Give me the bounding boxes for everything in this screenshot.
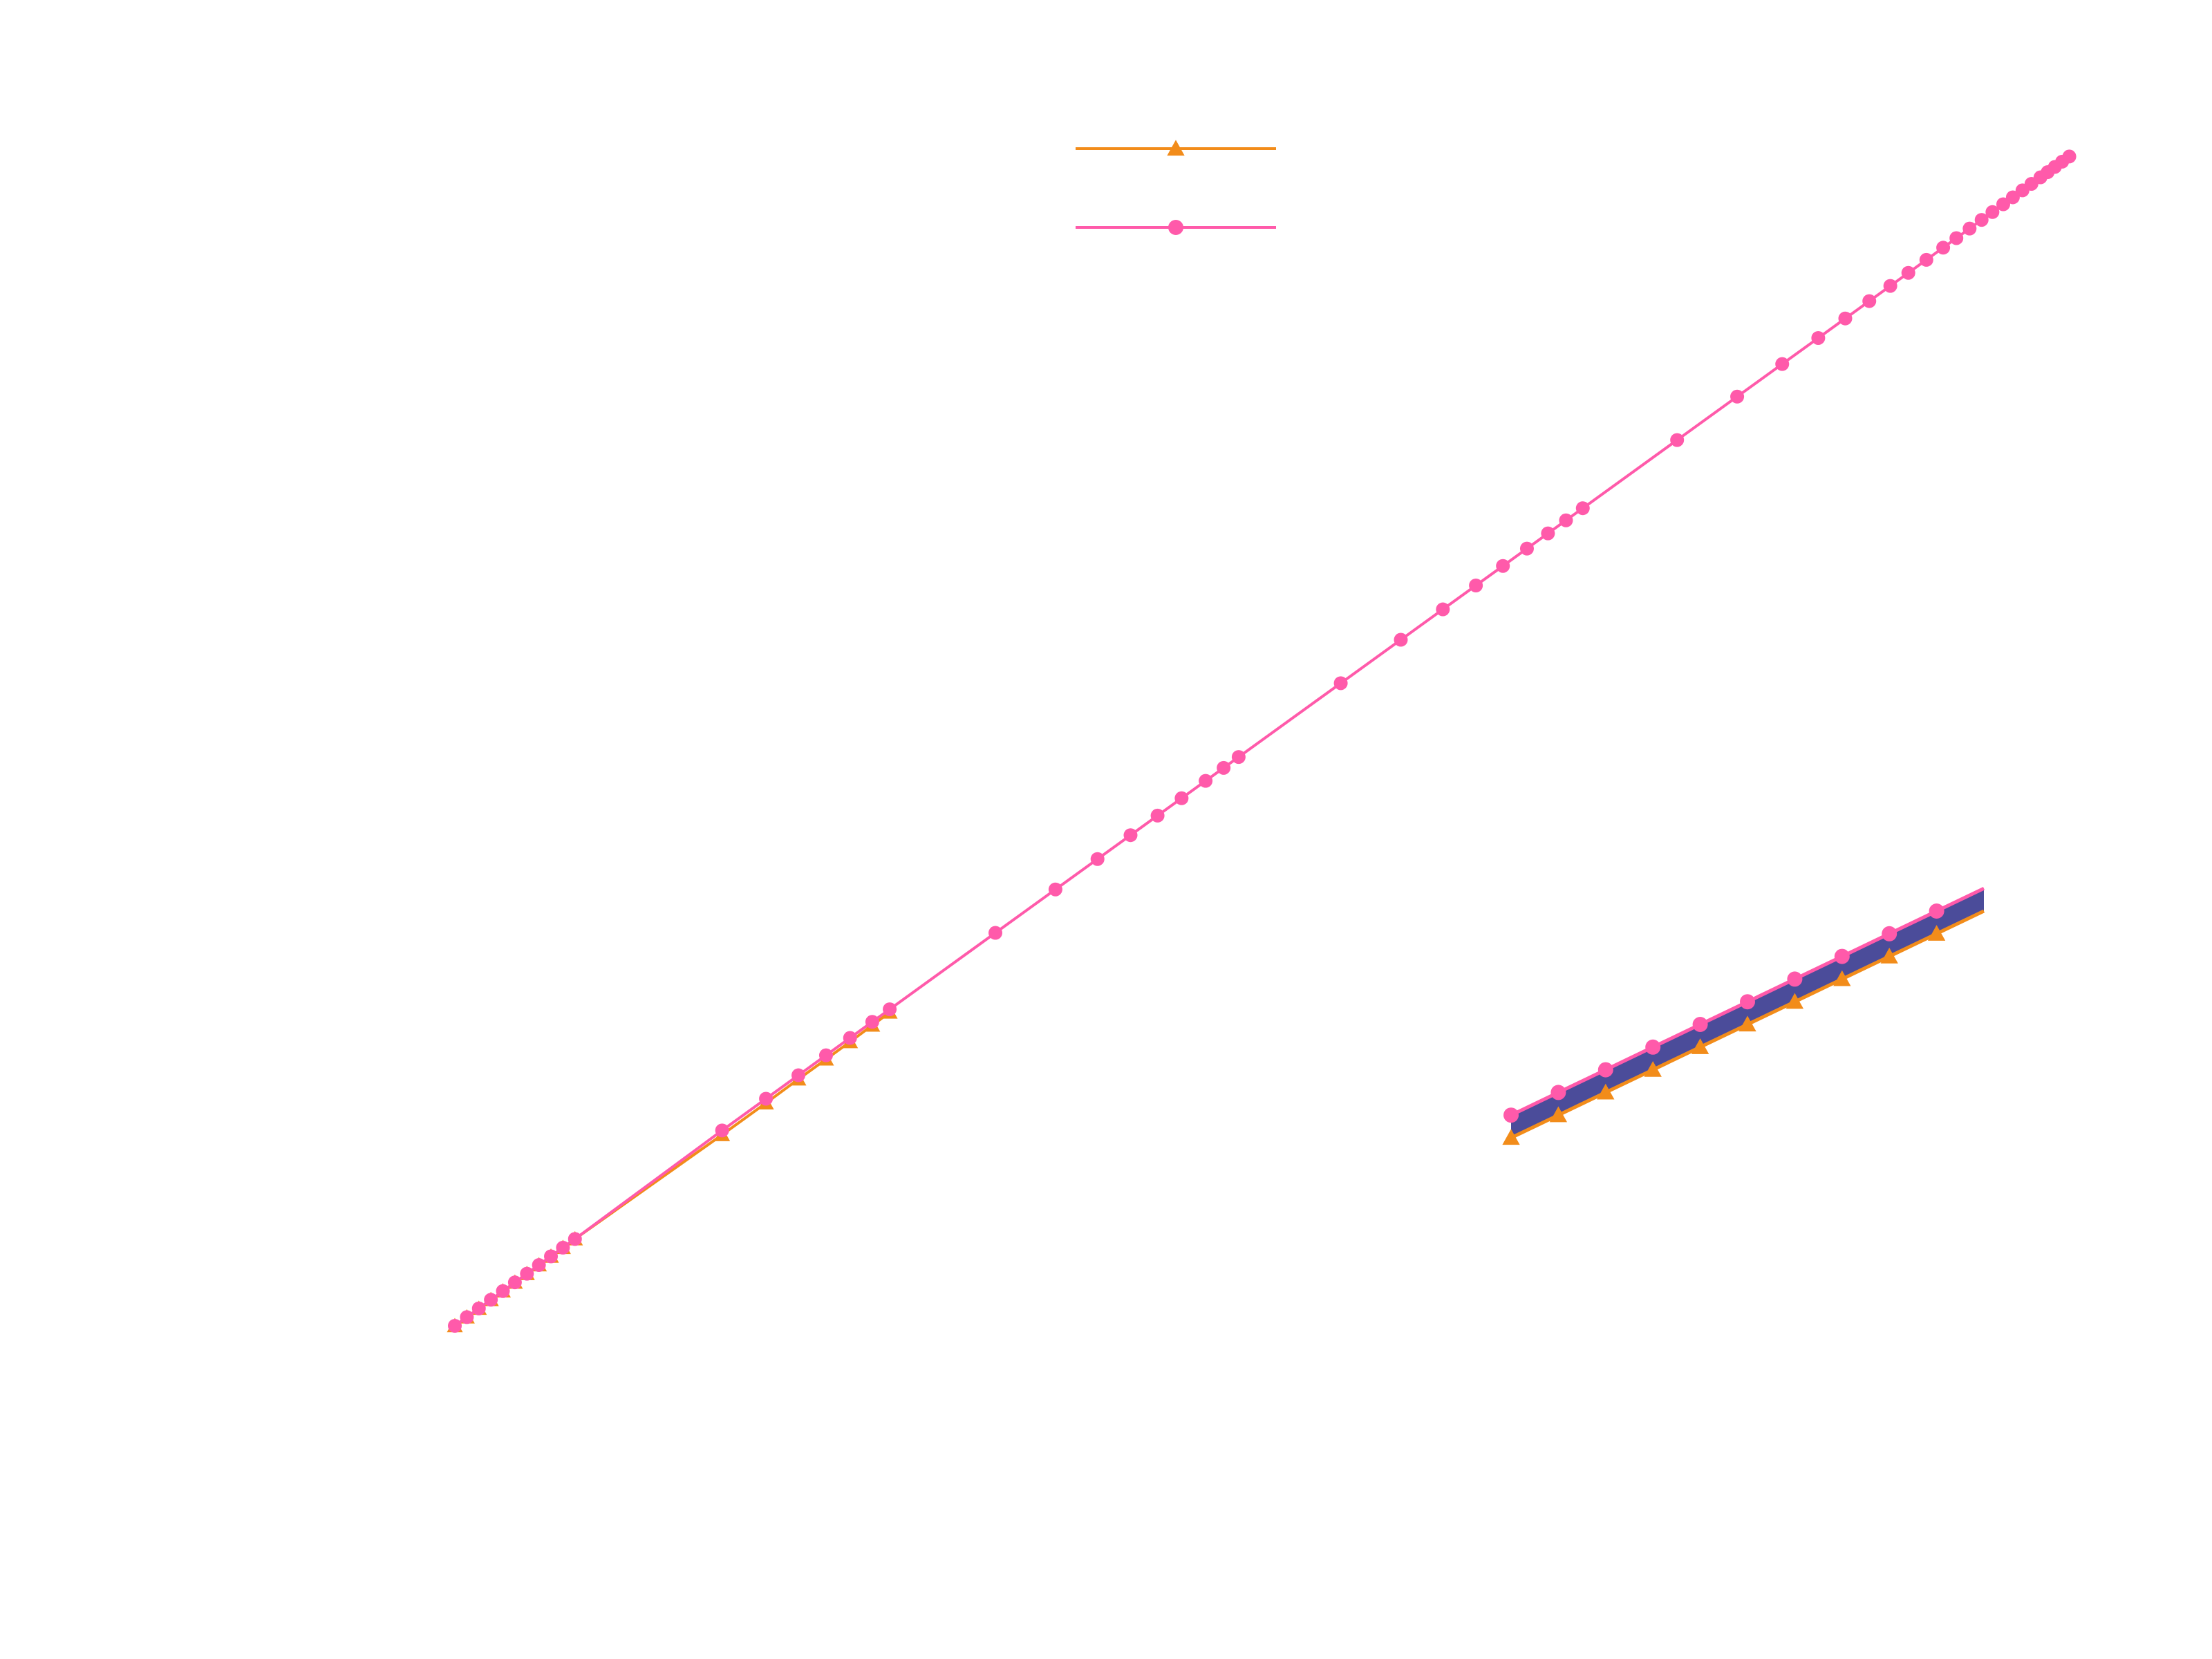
series-2-point <box>1333 676 1348 691</box>
inset-series-1-point <box>1644 1060 1662 1077</box>
series-2-point <box>556 1240 570 1255</box>
inset-series-2-point <box>1692 1017 1708 1032</box>
inset-band <box>1511 888 1984 1138</box>
legend <box>1076 140 1276 235</box>
inset-series-2-point <box>1503 1107 1519 1123</box>
series-2-point <box>1996 197 2010 212</box>
inset-series-1-point <box>1880 947 1898 964</box>
series-2-point <box>2005 190 2020 205</box>
series-2-point <box>1670 433 1685 447</box>
series-2-point <box>1217 760 1231 775</box>
inset-series-2-point <box>1787 971 1803 987</box>
main-plot <box>447 149 2077 1333</box>
series-2-point <box>1974 213 1989 227</box>
series-2-point <box>1199 774 1213 788</box>
series-2-point <box>1469 579 1483 593</box>
inset-series-1-point <box>1738 1015 1756 1032</box>
inset-series-2-point <box>1834 948 1850 964</box>
series-2-point <box>1775 357 1790 371</box>
inset-plot <box>1502 886 1985 1145</box>
series-2-point <box>532 1258 546 1273</box>
series-2-point <box>715 1123 729 1138</box>
series-2-point <box>1949 231 1964 245</box>
inset-series-2-point <box>1550 1085 1566 1100</box>
series-2-point <box>1883 279 1897 293</box>
series-2-point <box>1901 265 1915 280</box>
legend-marker-1 <box>1167 140 1185 156</box>
series-2-point <box>1123 828 1138 843</box>
series-2-point <box>1496 559 1510 573</box>
series-2-point <box>1519 541 1534 556</box>
inset-series-1-point <box>1691 1038 1709 1054</box>
series-2-point <box>2062 149 2077 164</box>
series-2-point <box>1919 252 1933 267</box>
series-2-point <box>544 1249 559 1264</box>
series-2-point <box>988 926 1002 940</box>
series-2-point <box>1730 389 1745 404</box>
inset-series-1-point <box>1833 970 1851 986</box>
series-2-point <box>759 1091 774 1106</box>
series-2-point <box>1048 882 1062 897</box>
series-2-point <box>1962 221 1977 236</box>
series-2-point <box>471 1301 486 1315</box>
series-2-point <box>791 1068 806 1082</box>
series-2-point <box>520 1266 534 1281</box>
series-2-point <box>1838 311 1853 326</box>
inset-series-1-point <box>1502 1129 1520 1145</box>
series-2-point <box>1436 602 1450 617</box>
series-2-point <box>883 1002 897 1017</box>
series-2-point <box>1936 241 1951 255</box>
series-2-point <box>1394 632 1408 647</box>
series-2-point <box>1811 330 1826 345</box>
inset-series-2-point <box>1597 1062 1613 1078</box>
series-2-point <box>818 1048 833 1062</box>
series-2-point <box>1862 294 1877 308</box>
series-2-point <box>1559 513 1573 527</box>
inset-series-1-point <box>1549 1106 1568 1123</box>
series-2-point <box>865 1015 879 1029</box>
series-2-point <box>568 1232 582 1246</box>
inset-series-2-point <box>1882 926 1897 941</box>
series-2-point <box>843 1031 857 1045</box>
inset-series-2-point <box>1929 903 1944 919</box>
inset-series-2-point <box>1740 994 1755 1010</box>
series-2-point <box>484 1293 498 1307</box>
series-2-point <box>496 1284 510 1298</box>
inset-series-2-point <box>1645 1039 1661 1055</box>
series-2-point <box>1541 526 1555 541</box>
series-2-point <box>1985 205 2000 219</box>
series-2-line <box>453 155 2070 1327</box>
inset-series-1-point <box>1927 925 1946 941</box>
series-2-point <box>1090 852 1105 866</box>
series-2-point <box>1150 808 1165 823</box>
series-2-point <box>1174 791 1189 805</box>
series-2-point <box>507 1275 522 1290</box>
series-2-point <box>460 1310 474 1324</box>
legend-marker-2 <box>1168 220 1183 235</box>
inset-series-1-point <box>1785 993 1804 1009</box>
series-2-point <box>1231 750 1246 765</box>
series-2-point <box>448 1319 462 1333</box>
series-2-point <box>1575 501 1590 516</box>
inset-series-1-point <box>1597 1083 1615 1100</box>
